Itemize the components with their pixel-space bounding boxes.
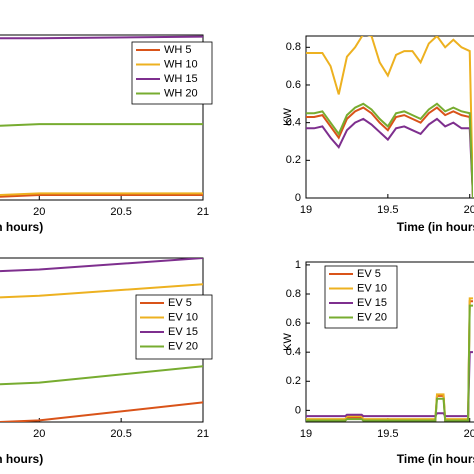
x-tick-label: 19.5 <box>377 204 398 216</box>
legend-label: EV 15 <box>168 326 198 338</box>
x-tick-label: 19.5 <box>377 428 398 440</box>
series-line <box>0 283 203 299</box>
y-tick-label: 0.2 <box>286 154 301 166</box>
axes: 19 19.5 20 0 0.2 0.4 0.6 0.8 Time (in hours) KW <box>282 35 474 234</box>
series-line <box>306 36 473 198</box>
plot-area <box>305 35 474 199</box>
y-axis-label: KW <box>282 108 294 126</box>
y-tick-label: 0 <box>295 192 301 204</box>
axes: 20 20.5 21 Time (in hours) WH 5 WH 10 WH 15 WH … <box>0 34 213 234</box>
x-tick-label: 19 <box>300 204 312 216</box>
series-line <box>0 35 203 40</box>
y-tick-label: 0.4 <box>286 117 301 129</box>
legend-label: EV 5 <box>168 297 192 309</box>
y-tick-label: 0.8 <box>286 288 301 300</box>
lines <box>0 258 203 422</box>
legend-label: WH 10 <box>164 58 198 70</box>
lines <box>306 297 473 422</box>
series-line <box>306 117 473 198</box>
x-tick-label: 21 <box>197 206 209 218</box>
series-line <box>0 401 203 422</box>
y-tick-label: 0.6 <box>286 317 301 329</box>
legend-label: EV 5 <box>357 268 381 280</box>
axes: 19 19.5 20 0 0.2 0.4 0.6 0.8 1 Time (in hours) KW E… <box>282 259 474 466</box>
x-axis-label: Time (in hours) <box>397 452 474 466</box>
x-tick-label: 20 <box>464 428 474 440</box>
y-tick-label: 1 <box>295 259 301 271</box>
legend-label: WH 20 <box>164 87 198 99</box>
series-line <box>0 194 203 198</box>
series-line <box>306 102 473 198</box>
y-tick-label: 0.4 <box>286 346 301 358</box>
series-line <box>0 123 203 127</box>
x-tick-label: 20.5 <box>110 428 131 440</box>
legend-label: EV 10 <box>168 311 198 323</box>
lines <box>0 35 203 198</box>
legend-box <box>135 294 213 360</box>
legend-label: EV 10 <box>357 282 387 294</box>
legend-label: WH 15 <box>164 73 198 85</box>
y-tick-label: 0.8 <box>286 41 301 53</box>
x-axis-label: Time (in hours) <box>0 452 43 466</box>
series-line <box>0 258 203 273</box>
y-tick-label: 0.2 <box>286 375 301 387</box>
legend-label: EV 15 <box>357 297 387 309</box>
legend-label: WH 5 <box>164 44 192 56</box>
series-line <box>0 365 203 386</box>
series-line <box>306 106 473 198</box>
legend-label: EV 20 <box>357 311 387 323</box>
series-line <box>306 304 473 422</box>
axes: 20 20.5 21 Time (in hours) EV 5 EV 10 EV 15 EV … <box>0 257 213 466</box>
y-tick-label: 0 <box>295 404 301 416</box>
series-line <box>0 192 203 197</box>
x-axis-label: Time (in hours) <box>397 220 474 234</box>
lines <box>306 36 473 198</box>
y-axis-label: KW <box>282 333 294 351</box>
x-tick-label: 20 <box>33 428 45 440</box>
x-tick-label: 19 <box>300 428 312 440</box>
y-tick-label: 0.6 <box>286 79 301 91</box>
legend-label: EV 20 <box>168 340 198 352</box>
x-tick-label: 20.5 <box>110 206 131 218</box>
x-tick-label: 20 <box>33 206 45 218</box>
x-axis-label: Time (in hours) <box>0 220 43 234</box>
x-tick-label: 20 <box>464 204 474 216</box>
x-tick-label: 21 <box>197 428 209 440</box>
